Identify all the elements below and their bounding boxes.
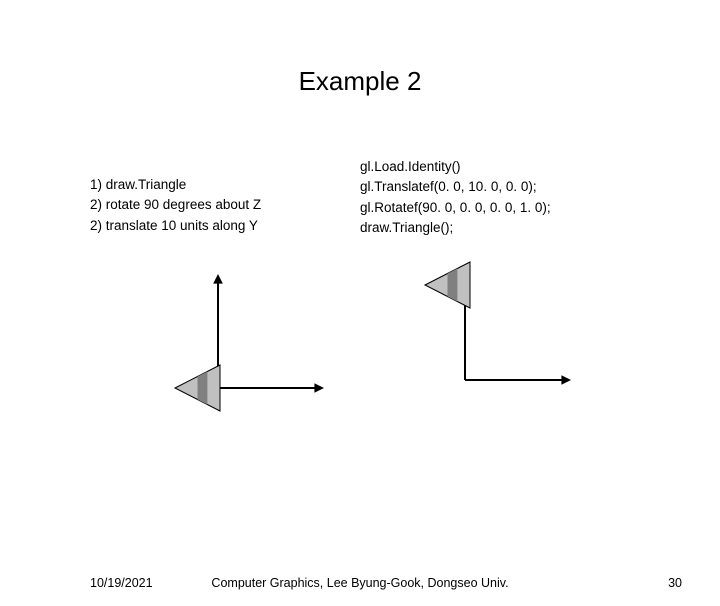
step-1: 1) draw.Triangle (90, 175, 360, 195)
code-line-4: draw.Triangle(); (360, 218, 630, 238)
diagrams-row (0, 258, 720, 428)
footer-page: 30 (668, 576, 682, 590)
diagram-left (90, 258, 370, 428)
step-2: 2) rotate 90 degrees about Z (90, 195, 360, 215)
steps-list: 1) draw.Triangle 2) rotate 90 degrees ab… (90, 157, 360, 238)
content-columns: 1) draw.Triangle 2) rotate 90 degrees ab… (0, 157, 720, 238)
code-line-3: gl.Rotatef(90. 0, 0. 0, 0. 0, 1. 0); (360, 198, 630, 218)
code-list: gl.Load.Identity() gl.Translatef(0. 0, 1… (360, 157, 630, 238)
slide-title: Example 2 (0, 66, 720, 97)
footer-center: Computer Graphics, Lee Byung-Gook, Dongs… (0, 576, 720, 590)
code-line-2: gl.Translatef(0. 0, 10. 0, 0. 0); (360, 177, 630, 197)
step-3: 2) translate 10 units along Y (90, 216, 360, 236)
code-line-1: gl.Load.Identity() (360, 157, 630, 177)
diagram-right (370, 258, 650, 428)
